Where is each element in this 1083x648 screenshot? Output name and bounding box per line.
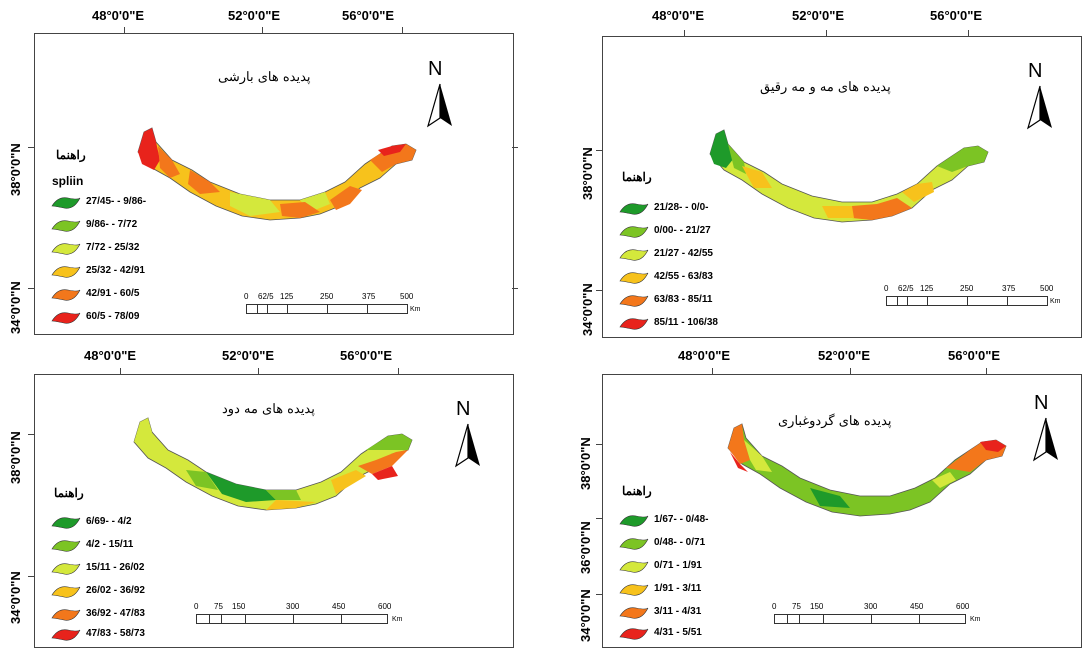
lon-label: 52°0'0"E (792, 8, 845, 23)
legend-subtitle: spliin (52, 174, 84, 188)
lon-label: 48°0'0"E (678, 348, 731, 363)
caspian-province-map (133, 417, 413, 511)
north-arrow-icon (454, 423, 480, 468)
north-arrow-icon (426, 83, 452, 128)
lat-label: 34°0'0"N (8, 571, 23, 624)
map-title: پدیده های مه و مه رقیق (760, 80, 891, 95)
map-frame (34, 374, 514, 648)
north-label: N (1034, 392, 1049, 414)
scale-bar: 0 62/5 125 250 375 500 Km (884, 284, 1061, 306)
lat-label: 34°0'0"N (580, 283, 595, 336)
scale-bar: 0 62/5 125 250 375 500 Km (244, 292, 421, 314)
caspian-province-map (709, 129, 989, 223)
north-arrow: N (448, 398, 488, 472)
legend-title: راهنما (622, 484, 652, 498)
lon-label: 56°0'0"E (948, 348, 1001, 363)
lon-label: 56°0'0"E (342, 8, 395, 23)
map-panel-smog: 48°0'0"E 52°0'0"E 56°0'0"E 38°0'0"N 34°0… (0, 340, 540, 648)
lon-label: 52°0'0"E (222, 348, 275, 363)
legend-title: راهنما (56, 148, 86, 162)
lat-label: 38°0'0"N (580, 147, 595, 200)
caspian-province-map (727, 423, 1007, 517)
north-arrow-icon (1032, 417, 1058, 462)
map-title: پدیده های گردوغباری (778, 414, 892, 429)
caspian-province-map (137, 127, 417, 221)
north-arrow-icon (1026, 85, 1052, 130)
lon-label: 56°0'0"E (340, 348, 393, 363)
map-frame (34, 33, 514, 335)
lat-label: 36°0'0"N (578, 521, 593, 574)
lon-label: 56°0'0"E (930, 8, 983, 23)
map-title: پدیده های بارشی (218, 70, 311, 85)
map-panel-dust: 48°0'0"E 52°0'0"E 56°0'0"E 38°0'0"N 36°0… (560, 340, 1083, 648)
map-panel-fog: 48°0'0"E 52°0'0"E 56°0'0"E 38°0'0"N 34°0… (560, 0, 1083, 338)
lon-label: 52°0'0"E (818, 348, 871, 363)
lon-label: 48°0'0"E (84, 348, 137, 363)
lat-label: 34°0'0"N (8, 281, 23, 334)
map-panel-precipitation: 48°0'0"E 52°0'0"E 56°0'0"E 38°0'0"N 34°0… (0, 0, 540, 335)
scale-bar: 0 75 150 300 450 600 Km (772, 602, 981, 624)
lon-label: 48°0'0"E (92, 8, 145, 23)
north-label: N (456, 398, 471, 420)
lat-label: 38°0'0"N (8, 143, 23, 196)
north-arrow: N (420, 58, 460, 132)
lat-label: 38°0'0"N (8, 431, 23, 484)
legend-title: راهنما (622, 170, 652, 184)
legend-title: راهنما (54, 486, 84, 500)
north-label: N (1028, 60, 1043, 82)
lat-label: 38°0'0"N (578, 437, 593, 490)
north-arrow: N (1026, 392, 1066, 466)
lat-label: 34°0'0"N (578, 589, 593, 642)
north-arrow: N (1020, 60, 1060, 134)
north-label: N (428, 58, 443, 80)
map-title: پدیده های مه دود (222, 402, 315, 417)
map-frame (602, 36, 1082, 338)
lon-label: 52°0'0"E (228, 8, 281, 23)
lon-label: 48°0'0"E (652, 8, 705, 23)
scale-bar: 0 75 150 300 450 600 Km (194, 602, 403, 624)
